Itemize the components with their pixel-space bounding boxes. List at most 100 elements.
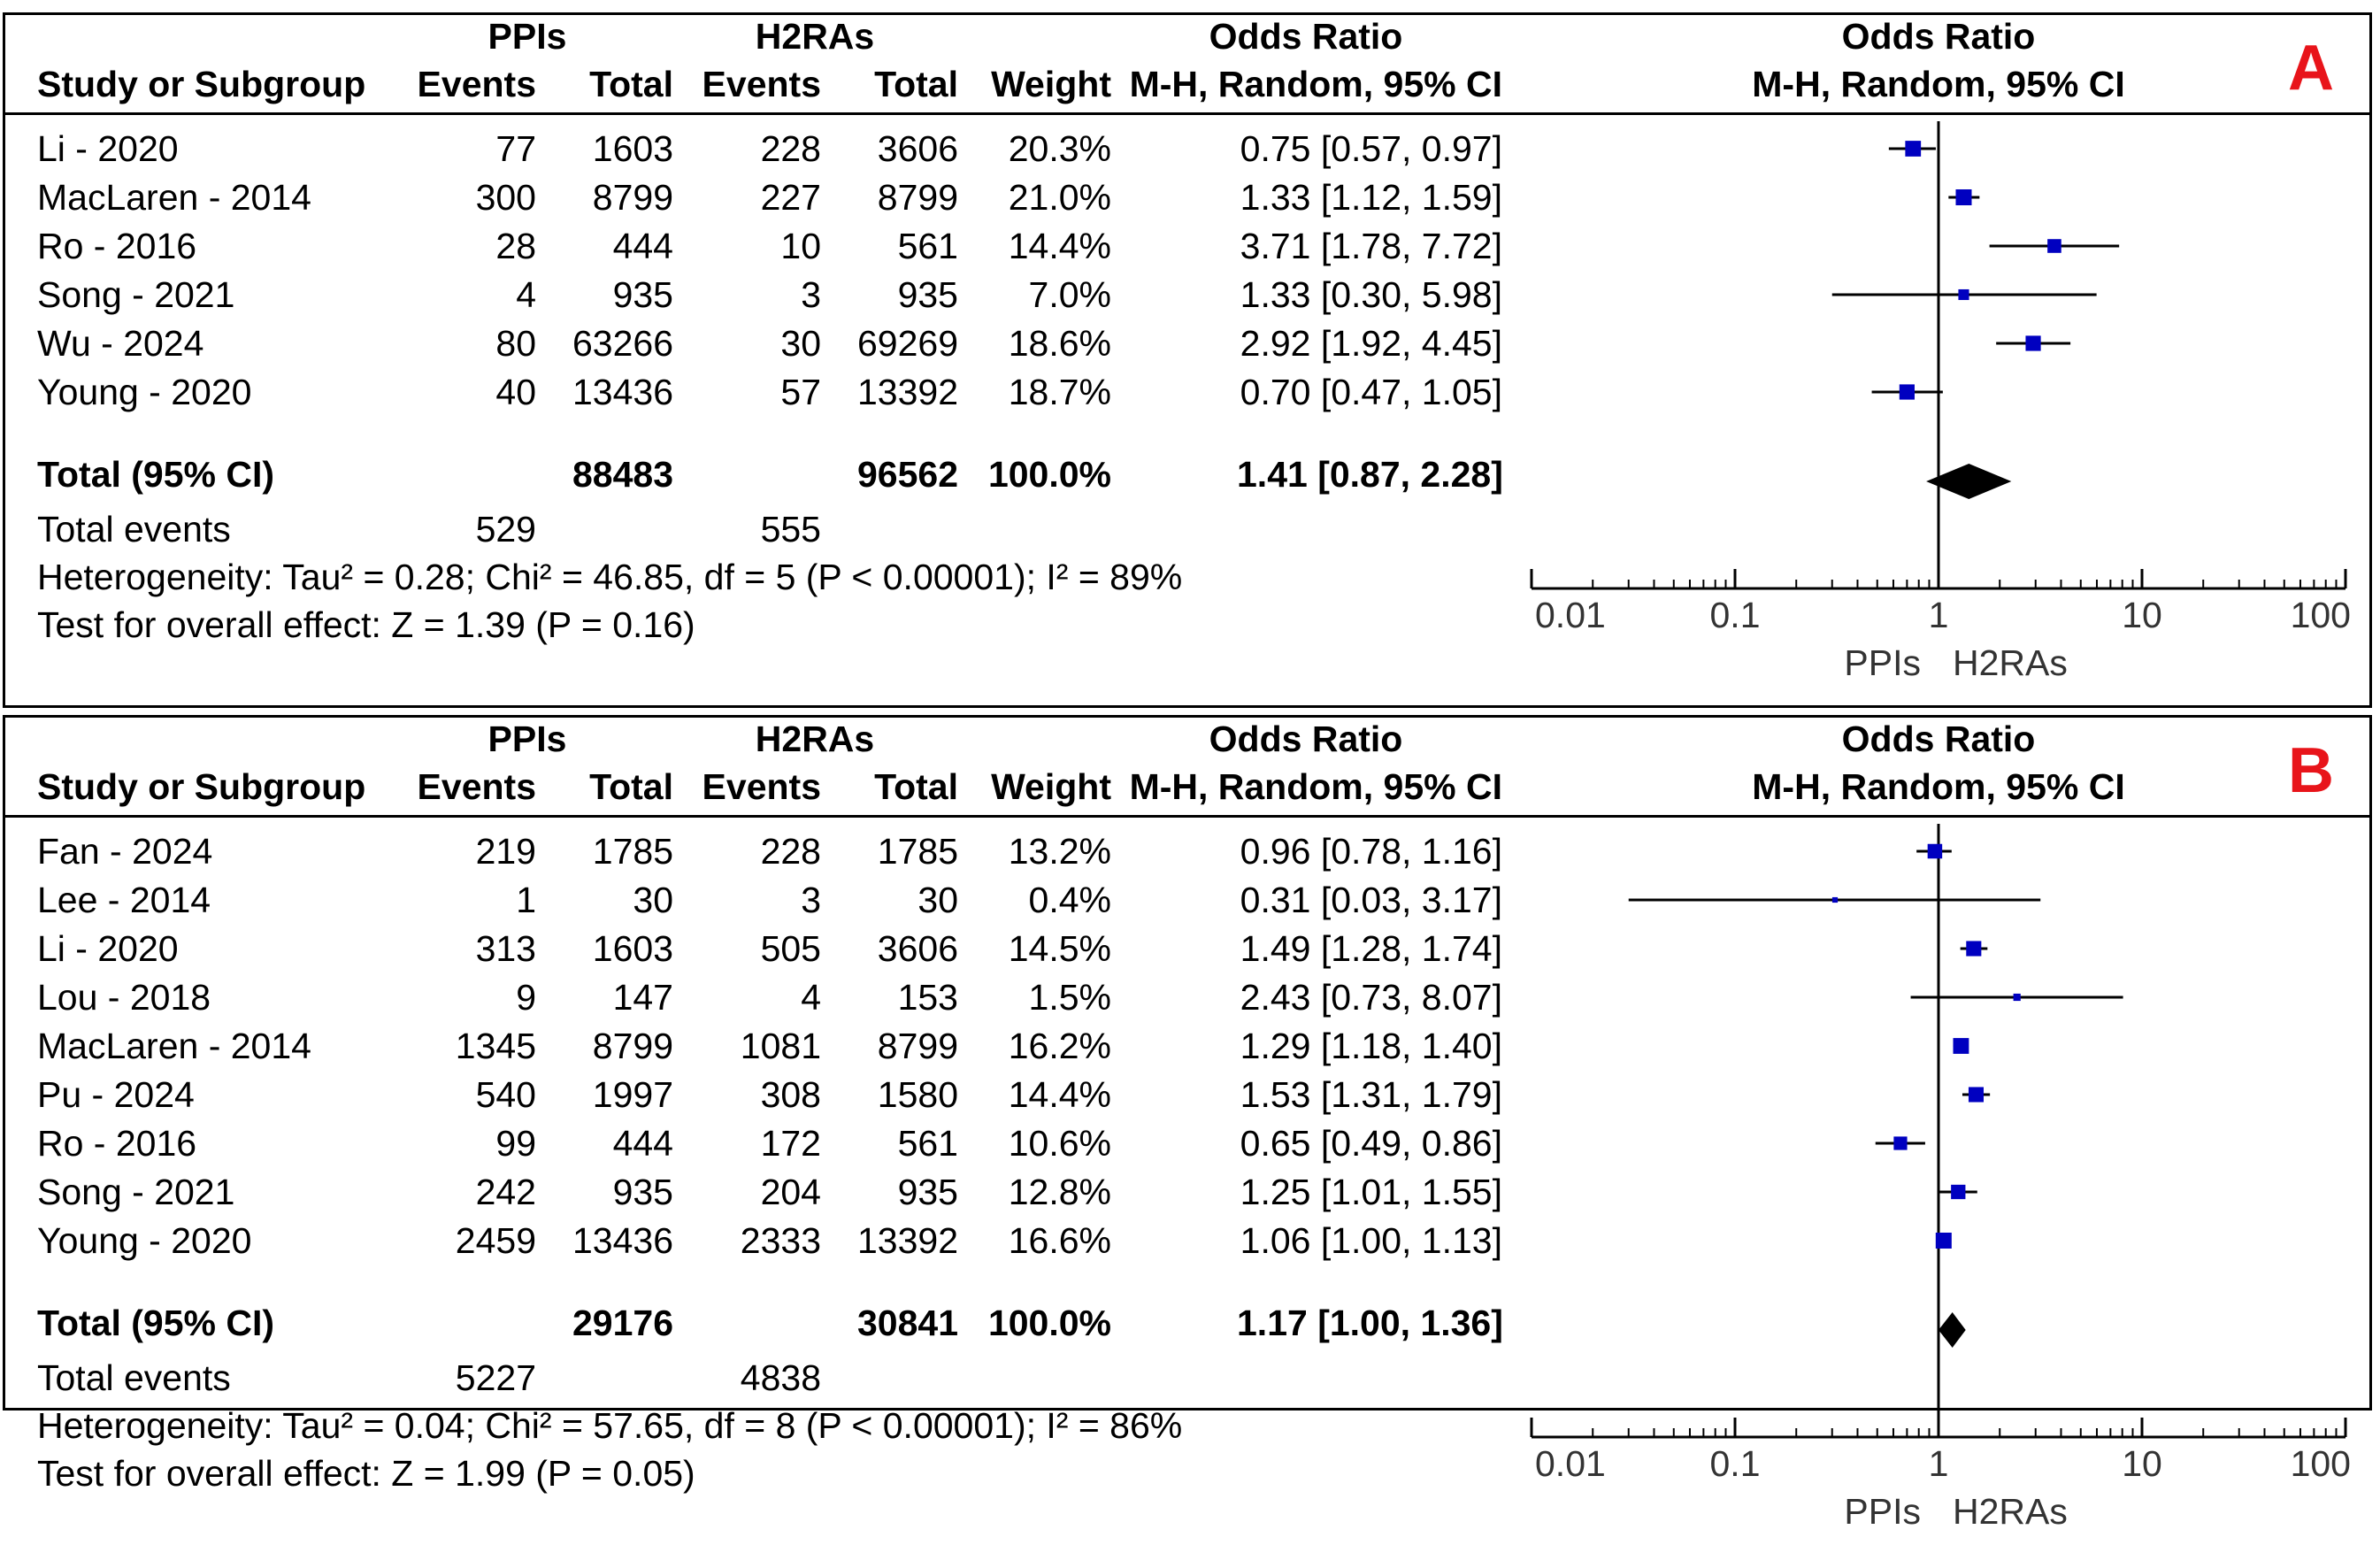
odds-ratio-ci-cell: 1.29 [1.18, 1.40] xyxy=(1240,1026,1502,1066)
or-method-header: M-H, Random, 95% CI xyxy=(1129,64,1502,104)
weight-cell: 1.5% xyxy=(1028,977,1111,1018)
ppis-total-cell: 444 xyxy=(612,1123,673,1164)
study-name: Song - 2021 xyxy=(37,1172,235,1212)
odds-ratio-ci-cell: 0.75 [0.57, 0.97] xyxy=(1240,128,1502,169)
pooled-diamond xyxy=(1926,464,2012,499)
study-name: Song - 2021 xyxy=(37,274,235,315)
ppis-group-header: PPIs xyxy=(488,719,567,759)
study-name: Li - 2020 xyxy=(37,128,179,169)
ppis-events-cell: 77 xyxy=(495,128,536,169)
h2ras-total-cell: 1580 xyxy=(877,1074,958,1115)
odds-ratio-header: Odds Ratio xyxy=(1209,16,1403,57)
ppis-events-cell: 1 xyxy=(516,880,536,920)
ppis-total-cell: 8799 xyxy=(592,1026,673,1066)
ppis-total-cell: 444 xyxy=(612,226,673,266)
h2ras-total-events: 555 xyxy=(760,509,821,550)
odds-ratio-ci-cell: 0.65 [0.49, 0.86] xyxy=(1240,1123,1502,1164)
x-tick-label: 0.01 xyxy=(1535,595,1606,635)
overall-effect-test: Test for overall effect: Z = 1.39 (P = 0… xyxy=(37,604,695,645)
weight-cell: 0.4% xyxy=(1028,880,1111,920)
weight-cell: 14.5% xyxy=(1008,928,1111,969)
ppis-total-cell: 1603 xyxy=(592,128,673,169)
study-name: Ro - 2016 xyxy=(37,226,197,266)
study-point-estimate xyxy=(2025,335,2041,351)
ppis-total-sum: 29176 xyxy=(572,1303,673,1343)
ppis-events-cell: 219 xyxy=(475,831,536,872)
header-divider xyxy=(5,112,2369,115)
h2ras-total-cell: 8799 xyxy=(877,177,958,218)
study-point-estimate xyxy=(1905,141,1922,157)
study-name: Fan - 2024 xyxy=(37,831,213,872)
h2ras-events-cell: 10 xyxy=(780,226,821,266)
x-tick-label: 1 xyxy=(1929,1443,1949,1484)
x-tick-label: 10 xyxy=(2122,1443,2162,1484)
h2ras-total-header: Total xyxy=(874,766,958,807)
h2ras-total-cell: 935 xyxy=(897,1172,958,1212)
h2ras-total-cell: 13392 xyxy=(856,372,958,412)
study-point-estimate xyxy=(1927,843,1943,859)
ppis-events-cell: 242 xyxy=(475,1172,536,1212)
h2ras-events-cell: 2333 xyxy=(740,1220,821,1261)
ppis-events-cell: 313 xyxy=(475,928,536,969)
study-name: Ro - 2016 xyxy=(37,1123,197,1164)
ppis-total-events: 529 xyxy=(475,509,536,550)
weight-cell: 14.4% xyxy=(1008,1074,1111,1115)
h2ras-events-header: Events xyxy=(702,766,821,807)
x-tick-label: 0.1 xyxy=(1710,1443,1761,1484)
h2ras-total-cell: 13392 xyxy=(856,1220,958,1261)
ppis-events-header: Events xyxy=(417,766,536,807)
odds-ratio-ci-cell: 0.96 [0.78, 1.16] xyxy=(1240,831,1502,872)
study-column-header: Study or Subgroup xyxy=(37,766,366,807)
study-point-estimate xyxy=(1955,189,1972,205)
odds-ratio-ci-cell: 1.53 [1.31, 1.79] xyxy=(1240,1074,1502,1115)
x-tick-label: 1 xyxy=(1929,595,1949,635)
study-point-estimate xyxy=(1951,1184,1966,1200)
study-name: Lou - 2018 xyxy=(37,977,211,1018)
panel-letter: B xyxy=(2288,735,2334,806)
weight-cell: 16.2% xyxy=(1008,1026,1111,1066)
study-name: Pu - 2024 xyxy=(37,1074,195,1115)
ppis-total-cell: 1785 xyxy=(592,831,673,872)
h2ras-total-cell: 3606 xyxy=(877,928,958,969)
ppis-total-header: Total xyxy=(589,766,673,807)
study-point-estimate xyxy=(2013,993,2021,1002)
h2ras-events-cell: 172 xyxy=(760,1123,821,1164)
h2ras-total-sum: 30841 xyxy=(856,1303,958,1343)
weight-cell: 21.0% xyxy=(1008,177,1111,218)
panel-letter: A xyxy=(2288,33,2334,104)
ppis-events-cell: 300 xyxy=(475,177,536,218)
h2ras-events-cell: 505 xyxy=(760,928,821,969)
study-name: Wu - 2024 xyxy=(37,323,204,364)
favours-right-label: H2RAs xyxy=(1953,642,2068,683)
study-name: Young - 2020 xyxy=(37,1220,252,1261)
h2ras-events-cell: 308 xyxy=(760,1074,821,1115)
study-point-estimate xyxy=(1966,941,1982,957)
forest-plot: 0.01 0.1 1 10 100 PPIs H2RAs xyxy=(1530,824,2351,1532)
study-name: Lee - 2014 xyxy=(37,880,211,920)
ppis-total-cell: 1603 xyxy=(592,928,673,969)
h2ras-total-header: Total xyxy=(874,64,958,104)
ppis-total-cell: 30 xyxy=(633,880,673,920)
odds-ratio-header: Odds Ratio xyxy=(1209,719,1403,759)
study-point-estimate xyxy=(1893,1136,1908,1150)
h2ras-events-cell: 1081 xyxy=(740,1026,821,1066)
ppis-total-cell: 13436 xyxy=(572,372,673,412)
pooled-odds-ratio: 1.17 [1.00, 1.36] xyxy=(1237,1303,1503,1343)
favours-left-label: PPIs xyxy=(1844,642,1921,683)
ppis-events-cell: 40 xyxy=(495,372,536,412)
plot-method-header: M-H, Random, 95% CI xyxy=(1752,64,2125,104)
ppis-total-cell: 147 xyxy=(612,977,673,1018)
weight-cell: 13.2% xyxy=(1008,831,1111,872)
odds-ratio-ci-cell: 1.06 [1.00, 1.13] xyxy=(1240,1220,1502,1261)
study-name: Li - 2020 xyxy=(37,928,179,969)
ppis-total-cell: 13436 xyxy=(572,1220,673,1261)
weight-cell: 18.7% xyxy=(1008,372,1111,412)
ppis-events-cell: 540 xyxy=(475,1074,536,1115)
ppis-events-cell: 80 xyxy=(495,323,536,364)
header-divider xyxy=(5,815,2369,818)
weight-header: Weight xyxy=(991,64,1111,104)
total-weight: 100.0% xyxy=(987,1303,1111,1343)
ppis-total-cell: 1997 xyxy=(592,1074,673,1115)
h2ras-total-cell: 153 xyxy=(897,977,958,1018)
plot-method-header: M-H, Random, 95% CI xyxy=(1752,766,2125,807)
